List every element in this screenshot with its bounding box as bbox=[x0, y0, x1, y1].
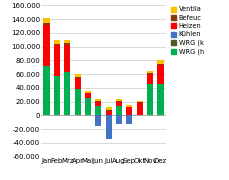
Bar bbox=[95, 101, 101, 102]
Bar bbox=[85, 98, 91, 115]
Bar bbox=[146, 73, 153, 74]
Bar bbox=[126, 107, 132, 115]
Bar bbox=[146, 74, 153, 84]
Bar bbox=[54, 40, 60, 44]
Bar bbox=[136, 101, 142, 102]
Bar bbox=[95, 99, 101, 101]
Bar bbox=[136, 103, 142, 115]
Bar bbox=[85, 93, 91, 98]
Bar bbox=[136, 102, 142, 103]
Bar bbox=[157, 64, 163, 65]
Bar bbox=[95, 102, 101, 106]
Bar bbox=[115, 101, 122, 102]
Bar bbox=[85, 91, 91, 93]
Bar bbox=[64, 43, 70, 45]
Bar bbox=[54, 45, 60, 76]
Bar bbox=[105, 115, 111, 140]
Bar bbox=[157, 60, 163, 64]
Bar bbox=[95, 115, 101, 126]
Bar bbox=[105, 111, 111, 115]
Bar bbox=[115, 106, 122, 115]
Bar bbox=[126, 115, 132, 124]
Bar bbox=[115, 115, 122, 124]
Legend: Ventila, Befeuc, Heizen, Kühlen, WRG (k, WRG (h: Ventila, Befeuc, Heizen, Kühlen, WRG (k,… bbox=[169, 6, 204, 56]
Bar bbox=[64, 72, 70, 115]
Bar bbox=[43, 25, 49, 66]
Bar bbox=[74, 89, 80, 115]
Bar bbox=[54, 76, 60, 115]
Bar bbox=[95, 106, 101, 115]
Bar bbox=[74, 78, 80, 89]
Bar bbox=[64, 40, 70, 43]
Bar bbox=[74, 74, 80, 77]
Bar bbox=[115, 99, 122, 101]
Bar bbox=[146, 84, 153, 115]
Bar bbox=[126, 105, 132, 107]
Bar bbox=[146, 71, 153, 73]
Bar bbox=[54, 44, 60, 45]
Bar bbox=[43, 23, 49, 25]
Bar bbox=[105, 110, 111, 111]
Bar bbox=[105, 107, 111, 110]
Bar bbox=[157, 84, 163, 115]
Bar bbox=[64, 45, 70, 72]
Bar bbox=[43, 19, 49, 23]
Bar bbox=[115, 102, 122, 106]
Bar bbox=[157, 65, 163, 84]
Bar bbox=[43, 66, 49, 115]
Bar bbox=[74, 77, 80, 78]
